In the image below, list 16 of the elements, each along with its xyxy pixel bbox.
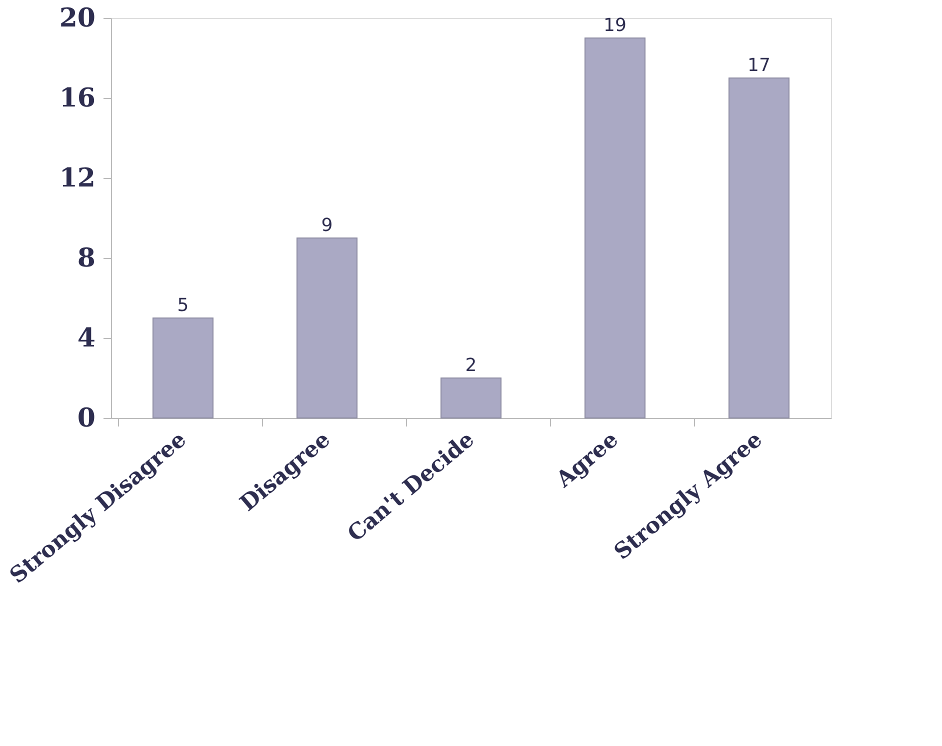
data-label: 2 <box>465 355 477 376</box>
data-label: 9 <box>321 215 333 236</box>
data-label: 17 <box>748 55 770 76</box>
y-tick-label: 12 <box>59 164 96 194</box>
bar <box>440 378 502 418</box>
data-label: 5 <box>177 295 189 316</box>
bar <box>584 38 646 418</box>
y-tick-label: 20 <box>59 4 96 34</box>
y-tick-label: 4 <box>77 324 96 354</box>
y-tick-label: 16 <box>59 84 96 114</box>
data-label: 19 <box>604 15 626 36</box>
bar <box>296 238 358 418</box>
bar <box>728 78 790 418</box>
y-tick-label: 8 <box>77 244 96 274</box>
y-tick-label: 0 <box>77 404 96 434</box>
bar <box>152 318 214 418</box>
